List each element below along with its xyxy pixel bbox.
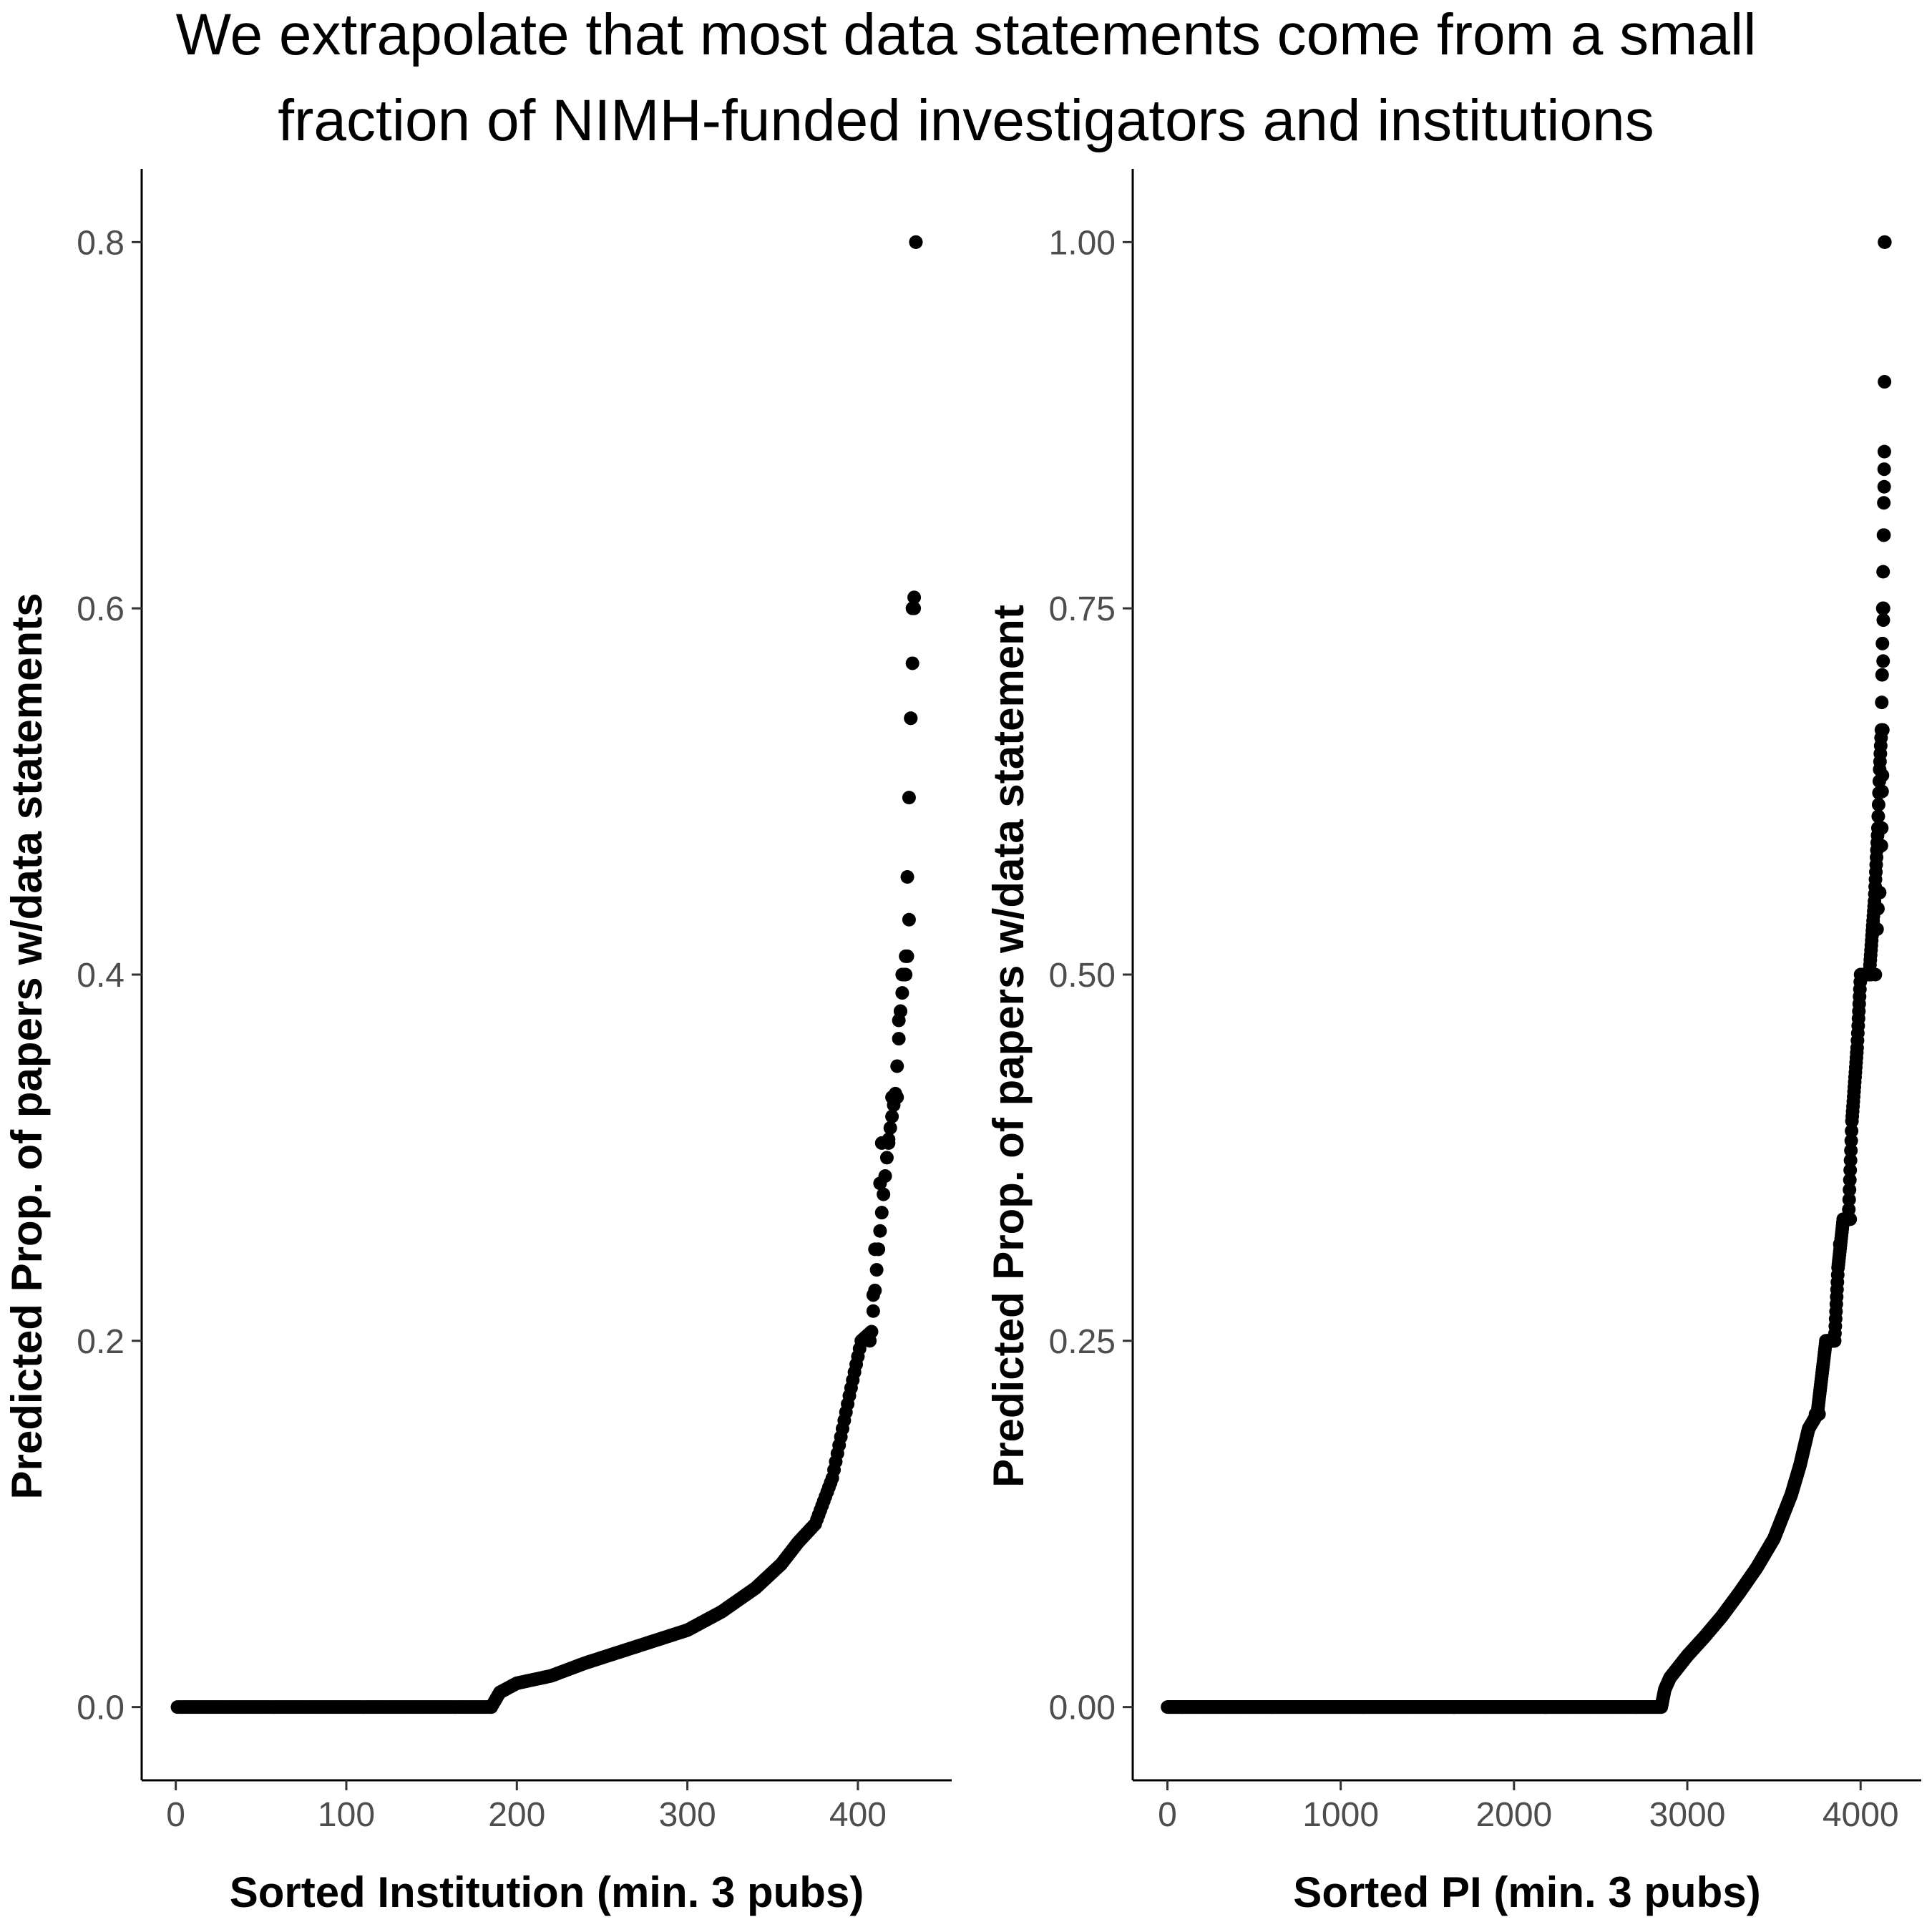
data-point (1875, 769, 1890, 783)
x-tick-label: 2000 (1475, 1796, 1552, 1834)
data-point (882, 1136, 896, 1150)
data-point (1876, 654, 1890, 668)
data-point (1878, 375, 1892, 389)
data-point (902, 791, 916, 805)
data-point (900, 870, 914, 884)
y-tick-label: 0.4 (77, 957, 125, 995)
data-point (1843, 1173, 1857, 1187)
data-point (899, 967, 913, 982)
data-point (1877, 528, 1891, 542)
data-point (1871, 798, 1885, 812)
x-tick-label: 300 (659, 1796, 716, 1834)
data-point (879, 1151, 894, 1165)
data-point (1836, 1212, 1850, 1226)
y-tick-label: 0.50 (1049, 957, 1116, 995)
y-axis-title: Predicted Prop. of papers w/data stateme… (3, 592, 51, 1499)
data-point (907, 590, 922, 605)
figure-title-line-2: fraction of NIMH-funded investigators an… (278, 88, 1654, 153)
y-tick-label: 0.6 (77, 590, 125, 628)
x-tick-label: 100 (318, 1796, 375, 1834)
data-point (1876, 565, 1890, 579)
data-point (1845, 1123, 1859, 1138)
data-point (1871, 809, 1885, 824)
data-point (890, 1059, 904, 1073)
data-point (869, 1263, 884, 1277)
data-point (1876, 613, 1890, 628)
institution-scatter-panel: 0 100 200 300 400 0.0 0.2 0.4 0.6 0.8 Sorted Insti… (3, 169, 952, 1916)
data-point (1870, 902, 1885, 916)
data-point (1877, 479, 1891, 494)
data-point (1843, 1163, 1858, 1177)
y-tick-label: 0.0 (77, 1689, 125, 1727)
data-point (909, 235, 923, 249)
data-point (863, 1334, 877, 1348)
data-point (1870, 922, 1884, 937)
x-tick-label: 0 (1158, 1796, 1177, 1834)
data-point (1819, 1334, 1833, 1348)
data-point (866, 1288, 880, 1302)
y-tick-label: 1.00 (1049, 224, 1116, 262)
pi-scatter-panel: 0 1000 2000 3000 4000 0.00 0.25 0.50 0.75 1.00 Sor… (985, 169, 1921, 1916)
data-point (1875, 784, 1889, 799)
data-point (877, 1187, 891, 1201)
x-tick-label: 0 (166, 1796, 185, 1834)
data-point (883, 1121, 897, 1135)
x-axis-title: Sorted Institution (min. 3 pubs) (230, 1868, 864, 1916)
data-point (1875, 696, 1889, 710)
x-tick-label: 4000 (1823, 1796, 1899, 1834)
y-tick-label: 0.25 (1049, 1323, 1116, 1361)
data-point (1876, 601, 1890, 615)
data-point (905, 601, 919, 615)
data-point (885, 1109, 899, 1123)
x-tick-label: 3000 (1649, 1796, 1726, 1834)
data-point (1874, 839, 1888, 853)
data-point (1875, 723, 1890, 737)
data-point (1842, 1192, 1856, 1206)
x-tick-label: 200 (488, 1796, 545, 1834)
data-point (1875, 821, 1889, 835)
data-point (1873, 885, 1887, 899)
data-point (872, 1242, 886, 1257)
data-point (1877, 462, 1891, 477)
data-point (1877, 444, 1891, 459)
data-point (904, 711, 918, 726)
data-point (874, 1206, 889, 1220)
data-point (900, 949, 914, 963)
data-point (905, 656, 919, 670)
y-tick-label: 0.8 (77, 224, 125, 262)
data-point (1808, 1407, 1823, 1421)
x-tick-label: 400 (829, 1796, 887, 1834)
data-point (1875, 668, 1889, 682)
data-point (1844, 1133, 1858, 1148)
x-axis-title: Sorted PI (min. 3 pubs) (1293, 1868, 1760, 1916)
scatter-points (170, 235, 923, 1714)
y-axis-title: Predicted Prop. of papers w/data stateme… (985, 605, 1033, 1488)
data-point (1878, 235, 1892, 249)
y-tick-label: 0.75 (1049, 590, 1116, 628)
data-point (890, 1090, 904, 1104)
data-point (1864, 967, 1878, 982)
data-point (1844, 1143, 1858, 1158)
data-point (1875, 636, 1890, 650)
x-tick-label: 1000 (1302, 1796, 1379, 1834)
data-point (895, 986, 909, 1000)
data-point (892, 1032, 906, 1046)
scatter-points (1161, 235, 1892, 1714)
y-tick-label: 0.00 (1049, 1689, 1116, 1727)
data-point (902, 912, 916, 927)
data-point (873, 1224, 887, 1238)
data-point (873, 1176, 887, 1191)
y-tick-label: 0.2 (77, 1323, 125, 1361)
data-point (866, 1304, 880, 1318)
figure-title-line-1: We extrapolate that most data statements… (176, 2, 1757, 67)
data-point (1843, 1183, 1857, 1197)
data-point (1877, 496, 1891, 510)
data-point (1833, 1237, 1847, 1252)
data-point (894, 1004, 908, 1018)
data-point (1843, 1153, 1858, 1168)
